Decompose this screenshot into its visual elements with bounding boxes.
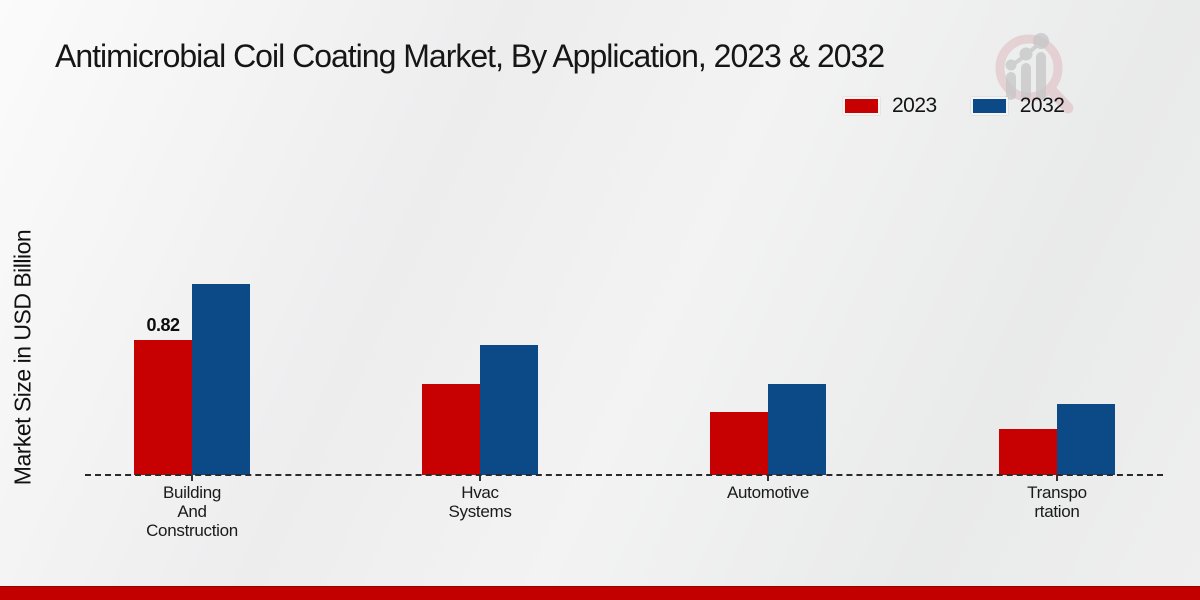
- x-axis-tick-hvac-systems: [479, 475, 481, 481]
- legend-item-2032: 2032: [970, 94, 1065, 118]
- footer-strip: [0, 586, 1200, 600]
- bar-2032-transportation: [1057, 404, 1115, 475]
- legend-label-2023: 2023: [892, 94, 937, 117]
- legend: 2023 2032: [843, 94, 1065, 118]
- brand-watermark-icon: [995, 33, 1074, 114]
- bar-2032-automotive: [768, 384, 826, 475]
- bar-2032-hvac-systems: [480, 345, 538, 475]
- page-title: Antimicrobial Coil Coating Market, By Ap…: [55, 38, 885, 74]
- bar-2023-automotive: [710, 412, 768, 475]
- x-axis-tick-automotive: [767, 475, 769, 481]
- x-axis-baseline: [85, 474, 1163, 476]
- category-label-hvac-systems: Hvac Systems: [448, 483, 512, 521]
- bar-2023-building-and-construction: [134, 340, 192, 475]
- category-label-automotive: Automotive: [726, 483, 810, 502]
- x-axis-tick-building-and-construction: [191, 475, 193, 481]
- data-label-2023: 0.82: [146, 315, 180, 335]
- category-label-transportation: Transpo rtation: [1027, 483, 1087, 521]
- legend-swatch-2023: [843, 97, 880, 115]
- category-label-building-and-construction: Building And Construction: [146, 483, 238, 540]
- legend-label-2032: 2032: [1019, 94, 1065, 117]
- x-axis-tick-transportation: [1056, 475, 1058, 481]
- bar-2023-hvac-systems: [422, 384, 480, 475]
- bar-2023-transportation: [999, 429, 1057, 475]
- legend-item-2023: 2023: [843, 94, 937, 118]
- legend-swatch-2032: [970, 97, 1008, 115]
- bar-2032-building-and-construction: [192, 284, 250, 475]
